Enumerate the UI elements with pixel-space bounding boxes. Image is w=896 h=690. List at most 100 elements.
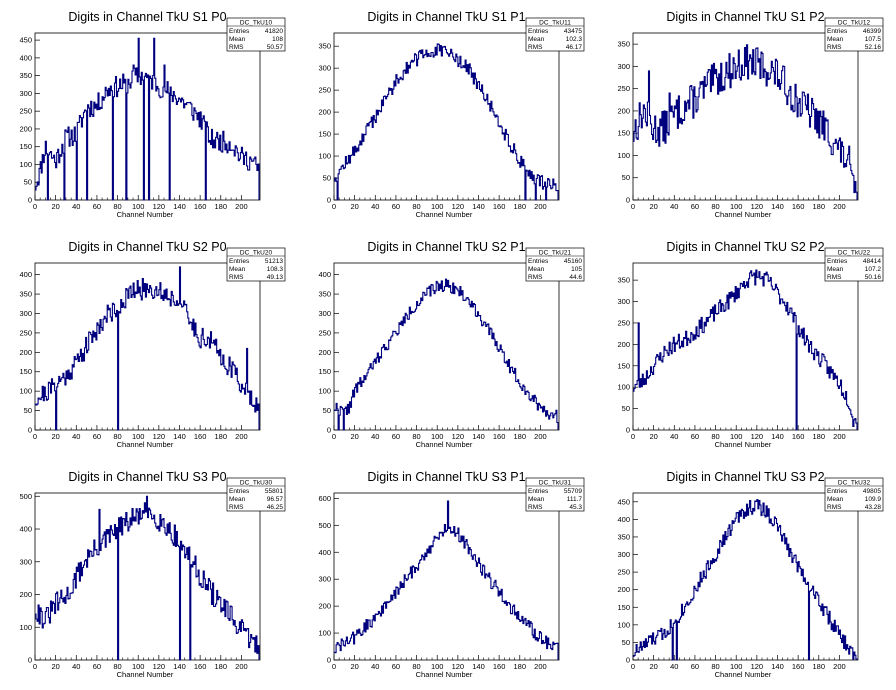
chart-title: Digits in Channel TkU S1 P1 (367, 10, 525, 24)
x-tick-label: 200 (534, 202, 547, 211)
y-tick-label: 0 (28, 196, 32, 205)
x-tick-label: 40 (371, 662, 379, 671)
x-tick-label: 160 (194, 432, 207, 441)
y-tick-label: 250 (617, 84, 630, 93)
stats-label: RMS (528, 44, 543, 51)
x-axis-label: Channel Number (117, 670, 174, 679)
y-tick-label: 100 (617, 151, 630, 160)
x-tick-label: 0 (631, 662, 635, 671)
stats-name: DC_TkU20 (240, 250, 273, 257)
chart-title: Digits in Channel TkU S2 P2 (666, 240, 824, 254)
stats-name: DC_TkU22 (838, 250, 871, 257)
y-tick-label: 200 (318, 602, 331, 611)
x-tick-label: 120 (452, 432, 465, 441)
x-tick-label: 140 (472, 662, 485, 671)
stats-label: RMS (827, 504, 842, 511)
stats-value: 108 (272, 36, 283, 43)
plot-frame (333, 262, 560, 431)
stats-label: Mean (827, 36, 844, 43)
stats-label: RMS (827, 44, 842, 51)
x-tick-label: 20 (51, 202, 59, 211)
stats-label: Entries (229, 28, 250, 35)
x-tick-label: 180 (813, 202, 826, 211)
plot-frame (333, 492, 560, 661)
stats-label: Mean (229, 496, 246, 503)
x-tick-label: 100 (132, 662, 145, 671)
y-tick-label: 100 (617, 383, 630, 392)
x-tick-label: 40 (72, 202, 80, 211)
x-tick-label: 40 (72, 432, 80, 441)
y-tick-label: 150 (19, 367, 32, 376)
y-tick-label: 350 (19, 290, 32, 299)
histogram-trace (35, 37, 260, 201)
x-tick-label: 140 (771, 432, 784, 441)
y-tick-label: 200 (617, 585, 630, 594)
x-tick-label: 80 (113, 432, 121, 441)
x-tick-label: 120 (153, 662, 166, 671)
x-tick-label: 180 (813, 432, 826, 441)
x-tick-label: 160 (493, 432, 506, 441)
x-tick-label: 100 (730, 202, 743, 211)
stats-value: 52.16 (865, 44, 882, 51)
chart-title: Digits in Channel TkU S3 P2 (666, 470, 824, 484)
x-tick-label: 20 (51, 432, 59, 441)
y-tick-label: 200 (19, 124, 32, 133)
y-tick-label: 100 (617, 620, 630, 629)
histogram-trace (633, 269, 858, 431)
x-tick-label: 0 (33, 432, 37, 441)
x-tick-label: 180 (215, 202, 228, 211)
stats-label: RMS (528, 504, 543, 511)
x-tick-label: 80 (113, 202, 121, 211)
stats-label: Mean (827, 496, 844, 503)
stats-box-frame (824, 477, 884, 512)
x-tick-label: 160 (792, 432, 805, 441)
x-tick-label: 120 (153, 432, 166, 441)
x-tick-label: 60 (93, 202, 101, 211)
x-tick-label: 200 (833, 662, 846, 671)
x-tick-label: 20 (350, 432, 358, 441)
y-tick-label: 300 (19, 557, 32, 566)
stats-value: 49.13 (267, 274, 284, 281)
y-tick-label: 50 (622, 173, 630, 182)
x-tick-label: 60 (93, 662, 101, 671)
x-tick-label: 180 (215, 662, 228, 671)
stats-value: 43475 (564, 28, 582, 35)
x-tick-label: 20 (51, 662, 59, 671)
x-axis-label: Channel Number (715, 440, 772, 449)
stats-label: RMS (229, 504, 244, 511)
stats-box-frame (226, 477, 286, 512)
histogram-trace (633, 498, 858, 661)
plot-frame (632, 262, 859, 431)
stats-value: 44.6 (569, 274, 582, 281)
stats-label: RMS (827, 274, 842, 281)
histogram-trace (35, 266, 260, 431)
y-tick-label: 100 (19, 160, 32, 169)
stats-box-frame (525, 477, 585, 512)
stats-box-frame (525, 17, 585, 52)
plot-frame (34, 492, 261, 661)
x-tick-label: 0 (631, 432, 635, 441)
x-tick-label: 20 (649, 432, 657, 441)
x-tick-label: 160 (194, 202, 207, 211)
x-tick-label: 140 (173, 662, 186, 671)
y-tick-label: 300 (19, 89, 32, 98)
x-tick-label: 120 (751, 202, 764, 211)
stats-box-frame (226, 247, 286, 282)
y-tick-label: 50 (622, 638, 630, 647)
x-tick-label: 60 (392, 662, 400, 671)
chart-title: Digits in Channel TkU S2 P0 (68, 240, 226, 254)
x-tick-label: 60 (392, 202, 400, 211)
stats-label: RMS (528, 274, 543, 281)
y-tick-label: 350 (318, 42, 331, 51)
y-tick-label: 200 (318, 348, 331, 357)
x-tick-label: 200 (235, 662, 248, 671)
x-tick-label: 60 (93, 432, 101, 441)
y-tick-label: 0 (327, 656, 331, 665)
y-tick-label: 0 (28, 656, 32, 665)
chart-title: Digits in Channel TkU S3 P0 (68, 470, 226, 484)
